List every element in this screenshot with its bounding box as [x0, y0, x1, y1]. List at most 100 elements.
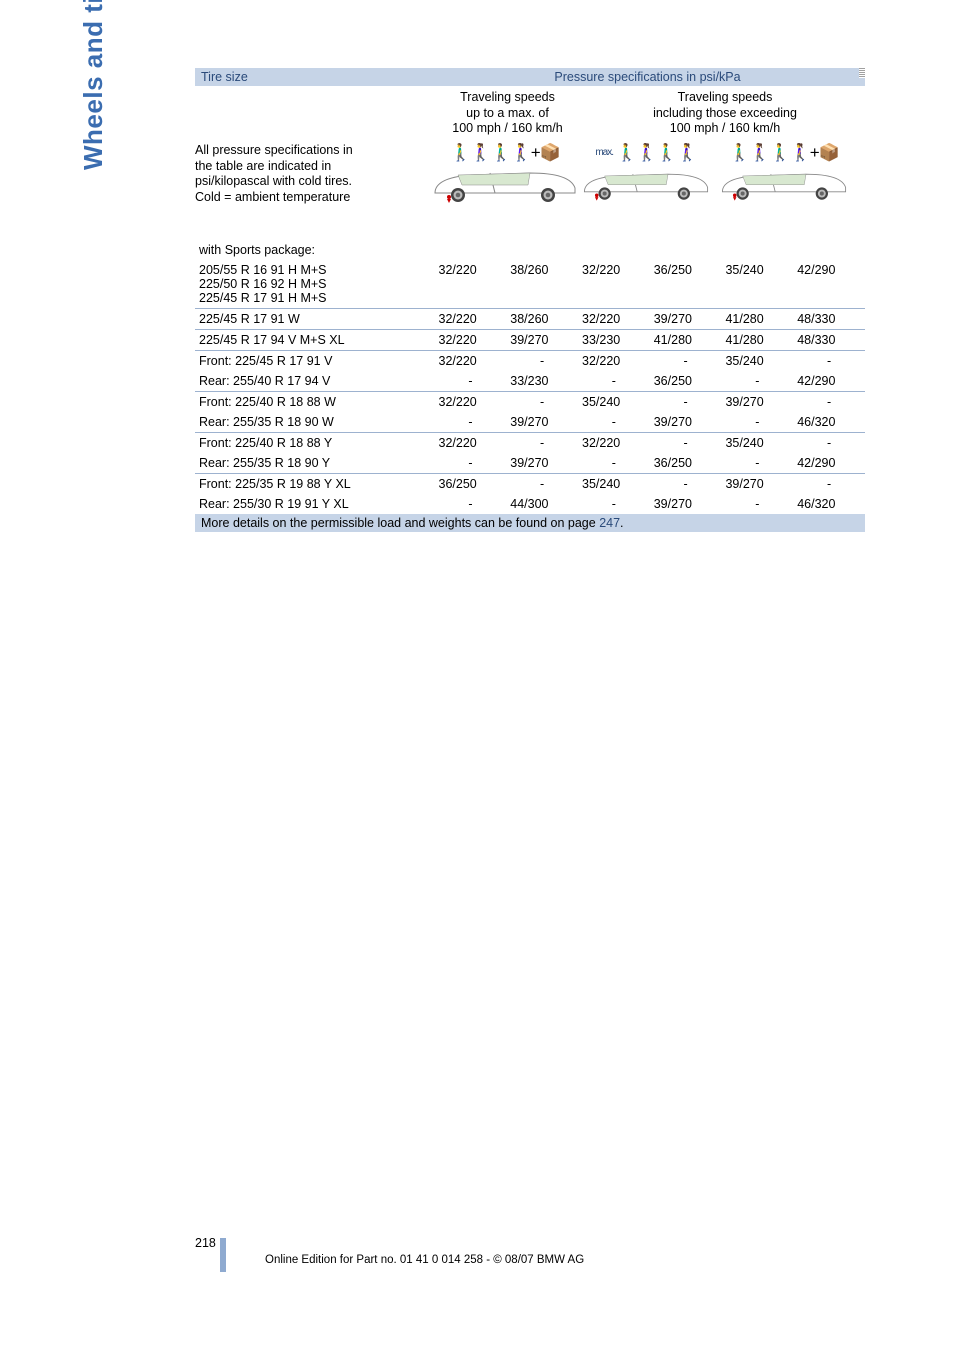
table-row: Rear: 255/40 R 17 94 V-33/230-36/250-42/… [195, 371, 865, 392]
pressure-cell: - [721, 371, 793, 392]
pressure-cell: 32/220 [578, 260, 650, 309]
pressure-cell: - [793, 392, 865, 413]
pressure-cell: - [578, 494, 650, 514]
pressure-cell: 32/220 [435, 309, 507, 330]
pressure-cell: 35/240 [578, 474, 650, 495]
pressure-cell: - [793, 433, 865, 454]
pressure-cell: 36/250 [435, 474, 507, 495]
pressure-cell: - [435, 412, 507, 433]
table-row: 225/45 R 17 94 V M+S XL32/22039/27033/23… [195, 330, 865, 351]
pressure-cell: 35/240 [721, 433, 793, 454]
car-icon [580, 163, 712, 203]
pressure-cell: 48/330 [793, 330, 865, 351]
pressure-cell: 42/290 [793, 371, 865, 392]
tire-size-cell: Front: 225/45 R 17 91 V [195, 351, 435, 372]
people-icons-luggage: 🚶‍♂️🚶‍♀️🚶‍♂️🚶‍♀️+📦 [729, 143, 839, 163]
pressure-cell: - [793, 474, 865, 495]
table-row: Rear: 255/35 R 18 90 W-39/270-39/270-46/… [195, 412, 865, 433]
section-side-label: Wheels and tires [78, 0, 109, 170]
pressure-cell: 36/250 [650, 260, 722, 309]
pressure-cell: 41/280 [650, 330, 722, 351]
page-link[interactable]: 247 [599, 516, 620, 530]
col-a-header: Traveling speeds up to a max. of 100 mph… [430, 90, 585, 137]
pressure-cell: 35/240 [578, 392, 650, 413]
pressure-cell: 32/220 [435, 260, 507, 309]
pressure-cell: 32/220 [435, 392, 507, 413]
table-row: Rear: 255/30 R 19 91 Y XL-44/300-39/270-… [195, 494, 865, 514]
car-icon [718, 163, 850, 203]
load-icon-normal: 🚶‍♂️🚶‍♀️🚶‍♂️🚶‍♀️+📦 [430, 143, 580, 203]
page-number: 218 [195, 1236, 216, 1250]
tire-size-cell: 225/45 R 17 91 W [195, 309, 435, 330]
pressure-cell: 38/260 [506, 260, 578, 309]
pressure-cell: 32/220 [578, 309, 650, 330]
pressure-note: All pressure specifications in the table… [195, 143, 430, 206]
table-footer-note: More details on the permissible load and… [195, 514, 865, 532]
pressure-cell: 42/290 [793, 260, 865, 309]
pressure-cell: 32/220 [435, 351, 507, 372]
pressure-cell: - [650, 351, 722, 372]
load-icon-max-luggage: 🚶‍♂️🚶‍♀️🚶‍♂️🚶‍♀️+📦 [718, 143, 850, 203]
pressure-cell: - [578, 371, 650, 392]
pressure-cell: 33/230 [578, 330, 650, 351]
pressure-cell: 46/320 [793, 494, 865, 514]
table-row: Rear: 255/35 R 18 90 Y-39/270-36/250-42/… [195, 453, 865, 474]
pressure-cell: 36/250 [650, 371, 722, 392]
pressure-cell: - [650, 474, 722, 495]
table-row: Front: 225/40 R 18 88 Y32/220-32/220-35/… [195, 433, 865, 454]
pressure-cell: 39/270 [506, 330, 578, 351]
pressure-cell: 38/260 [506, 309, 578, 330]
header-tire-size: Tire size [195, 70, 430, 84]
header-pressure-spec: Pressure specifications in psi/kPa [430, 70, 865, 84]
tire-size-cell: Front: 225/40 R 18 88 W [195, 392, 435, 413]
table-header-band: Tire size Pressure specifications in psi… [195, 68, 865, 86]
pressure-cell: - [793, 351, 865, 372]
pressure-cell: - [506, 392, 578, 413]
pressure-cell: - [650, 433, 722, 454]
pressure-cell: - [506, 351, 578, 372]
pressure-table: with Sports package: 205/55 R 16 91 H M+… [195, 233, 865, 514]
table-row: Front: 225/45 R 17 91 V32/220-32/220-35/… [195, 351, 865, 372]
tire-size-cell: Front: 225/40 R 18 88 Y [195, 433, 435, 454]
edition-footer: Online Edition for Part no. 01 41 0 014 … [265, 1254, 584, 1266]
pressure-cell: 32/220 [435, 433, 507, 454]
pressure-cell: 39/270 [650, 309, 722, 330]
tire-size-cell: Rear: 255/35 R 18 90 W [195, 412, 435, 433]
load-icon-max-people: max.🚶‍♂️🚶‍♀️🚶‍♂️🚶‍♀️ [580, 143, 712, 203]
col-b-header: Traveling speeds including those exceedi… [585, 90, 865, 137]
pressure-cell: 41/280 [721, 309, 793, 330]
tire-size-cell: Rear: 255/35 R 18 90 Y [195, 453, 435, 474]
pressure-cell: - [435, 494, 507, 514]
pressure-cell: - [578, 412, 650, 433]
pressure-cell: 39/270 [721, 392, 793, 413]
table-row: 225/45 R 17 91 W32/22038/26032/22039/270… [195, 309, 865, 330]
tire-size-cell: Front: 225/35 R 19 88 Y XL [195, 474, 435, 495]
people-icons-light-load: 🚶‍♂️🚶‍♀️🚶‍♂️🚶‍♀️+📦 [450, 143, 560, 163]
pressure-cell: 32/220 [578, 433, 650, 454]
pressure-cell: 39/270 [650, 412, 722, 433]
pressure-cell: 42/290 [793, 453, 865, 474]
pressure-cell: 39/270 [721, 474, 793, 495]
people-icons-full: max.🚶‍♂️🚶‍♀️🚶‍♂️🚶‍♀️ [595, 143, 696, 163]
pressure-cell: 39/270 [506, 412, 578, 433]
pressure-cell: - [721, 412, 793, 433]
pressure-cell: - [721, 494, 793, 514]
pressure-cell: - [506, 433, 578, 454]
pressure-cell: - [506, 474, 578, 495]
pressure-cell: 39/270 [650, 494, 722, 514]
pressure-cell: - [435, 453, 507, 474]
tire-size-cell: Rear: 255/30 R 19 91 Y XL [195, 494, 435, 514]
pressure-cell: - [650, 392, 722, 413]
pressure-cell: - [578, 453, 650, 474]
section-title: with Sports package: [195, 233, 865, 260]
pressure-cell: 33/230 [506, 371, 578, 392]
main-content: Tire size Pressure specifications in psi… [195, 68, 865, 532]
tire-size-cell: 205/55 R 16 91 H M+S225/50 R 16 92 H M+S… [195, 260, 435, 309]
page-number-accent [220, 1238, 226, 1272]
pressure-cell: - [721, 453, 793, 474]
pressure-cell: 35/240 [721, 260, 793, 309]
tire-size-cell: 225/45 R 17 94 V M+S XL [195, 330, 435, 351]
pressure-cell: 32/220 [435, 330, 507, 351]
pressure-cell: 32/220 [578, 351, 650, 372]
decorative-stripes [859, 68, 865, 78]
